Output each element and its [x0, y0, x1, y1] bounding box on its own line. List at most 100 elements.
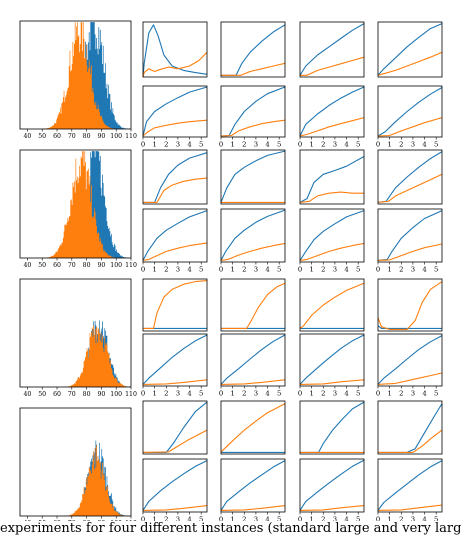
panel-background [300, 401, 364, 454]
series-line-blue [299, 156, 365, 203]
x-tick-label: 3 [254, 141, 258, 149]
panel-frame [220, 208, 286, 263]
x-tick-label: 100 [110, 262, 122, 269]
x-tick-label: 1 [152, 516, 156, 522]
panel-background [300, 22, 364, 77]
x-tick-label: 1 [230, 390, 234, 398]
x-tick-label: 1 [309, 141, 313, 149]
x-tick-label: 1 [152, 390, 156, 398]
series-line-orange [299, 282, 365, 329]
histogram-series-blue [20, 22, 131, 130]
x-tick-label: 5 [199, 390, 203, 398]
x-tick-label: 2 [321, 266, 325, 274]
histogram-frame [19, 278, 132, 388]
line-panel-r1-c3 [299, 21, 365, 78]
histogram-frame [19, 149, 132, 259]
panel-frame [299, 458, 365, 513]
x-tick-label: 0 [219, 390, 223, 398]
panel-frame [377, 149, 443, 205]
x-tick-label: 1 [387, 516, 391, 522]
histogram-series-orange [20, 325, 131, 387]
x-tick-label: 0 [298, 390, 302, 398]
x-tick-label: 1 [309, 516, 313, 522]
x-tick-label: 5 [356, 266, 360, 274]
series-line-blue [142, 24, 208, 78]
x-tick-label: 3 [333, 516, 337, 522]
x-tick-label: 60 [53, 520, 61, 521]
x-tick-label: 110 [125, 520, 137, 521]
histogram-series-orange [20, 22, 131, 130]
x-tick-label: 3 [411, 390, 415, 398]
x-tick-label: 5 [277, 516, 281, 522]
x-tick-label: 2 [321, 390, 325, 398]
series-line-orange [221, 282, 286, 329]
line-panel-r1-c1 [142, 21, 208, 78]
x-tick-label: 90 [97, 520, 105, 521]
x-tick-label: 50 [38, 391, 46, 398]
x-tick-label: 80 [83, 520, 91, 521]
x-tick-label: 2 [164, 141, 168, 149]
x-tick-label: 80 [83, 391, 91, 398]
x-tick-label: 60 [53, 391, 61, 398]
histogram-series-blue [20, 320, 131, 387]
x-tick-label: 0 [219, 266, 223, 274]
x-tick-label: 3 [333, 266, 337, 274]
x-tick-label: 0 [219, 141, 223, 149]
line-panel-r5-c4 [377, 278, 443, 332]
panel-frame [377, 278, 443, 332]
x-tick-label: 5 [277, 141, 281, 149]
series-line-orange [377, 281, 443, 330]
x-tick-label: 3 [176, 516, 180, 522]
x-tick-label: 110 [125, 391, 137, 398]
series-line-blue [142, 86, 208, 137]
panel-background [221, 209, 285, 262]
panel-background [378, 209, 442, 262]
figure-caption: experiments for four different instances… [0, 521, 461, 536]
series-line-orange [300, 56, 365, 76]
x-tick-label: 100 [110, 391, 122, 398]
x-tick-label: 4 [187, 390, 191, 398]
panel-frame [220, 458, 286, 513]
series-line-blue [299, 86, 365, 137]
x-tick-label: 3 [333, 141, 337, 149]
panel-background [378, 22, 442, 77]
x-tick-label: 100 [110, 520, 122, 521]
series-line-blue [220, 150, 286, 203]
x-tick-label: 1 [230, 141, 234, 149]
x-tick-label: 0 [298, 141, 302, 149]
series-line-orange [220, 505, 286, 511]
panel-background [300, 209, 364, 262]
panel-frame [299, 149, 365, 205]
x-tick-label: 0 [219, 516, 223, 522]
x-tick-label: 110 [125, 262, 137, 269]
series-line-blue [377, 335, 443, 385]
line-panel-r7-c2 [220, 400, 286, 455]
series-line-orange [220, 242, 286, 261]
series-line-blue [377, 23, 443, 76]
panel-background [143, 209, 207, 262]
panel-background [143, 401, 207, 454]
x-tick-label: 50 [38, 520, 46, 521]
histogram-frame [19, 407, 132, 517]
x-tick-label: 80 [83, 262, 91, 269]
x-tick-label: 40 [23, 133, 31, 140]
panel-background [221, 86, 285, 137]
panel-frame [377, 21, 443, 78]
x-tick-label: 5 [356, 141, 360, 149]
series-line-blue [220, 209, 286, 261]
series-line-blue [142, 334, 208, 385]
x-tick-label: 3 [176, 390, 180, 398]
x-tick-label: 2 [242, 266, 246, 274]
panel-frame [377, 458, 443, 513]
x-tick-label: 4 [422, 516, 426, 522]
x-tick-label: 0 [141, 516, 145, 522]
x-tick-label: 2 [399, 141, 403, 149]
series-line-orange [377, 51, 443, 76]
